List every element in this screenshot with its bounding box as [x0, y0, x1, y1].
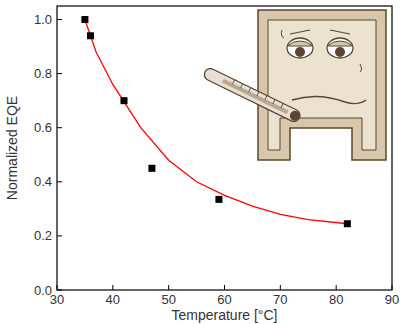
thermometer-scale	[281, 103, 283, 107]
x-tick-label: 40	[106, 292, 120, 307]
cartoon-pupil	[335, 47, 345, 57]
thermometer-bulb	[288, 109, 301, 122]
marks	[81, 16, 350, 227]
chart-svg: 304050607080900.00.20.40.60.81.0Temperat…	[0, 0, 417, 324]
cartoon-lid	[287, 41, 313, 46]
thermometer-scale	[240, 84, 242, 88]
thermometer-column	[222, 79, 288, 114]
cartoon-thermometer	[202, 67, 302, 124]
x-tick-label: 90	[385, 292, 399, 307]
cartoon-pupil	[295, 47, 305, 57]
y-tick	[57, 19, 62, 20]
y-tick	[57, 181, 62, 182]
x-tick	[57, 285, 58, 290]
data-point	[121, 97, 128, 104]
chart-container: 304050607080900.00.20.40.60.81.0Temperat…	[0, 0, 417, 324]
thermometer-scale	[273, 99, 275, 103]
x-tick	[168, 285, 169, 290]
data-point	[87, 32, 94, 39]
data-point	[215, 196, 222, 203]
data-point	[148, 165, 155, 172]
cartoon-eye	[287, 38, 313, 58]
cartoon-sweat	[281, 30, 361, 72]
cartoon-brow	[290, 30, 350, 34]
y-tick-label: 0.8	[34, 66, 52, 81]
x-tick-label: 50	[161, 292, 175, 307]
cartoon-face	[268, 20, 376, 150]
x-tick-label: 70	[273, 292, 287, 307]
y-tick-label: 1.0	[34, 12, 52, 27]
plot-frame	[57, 6, 392, 290]
thermometer-tube	[202, 67, 302, 124]
data-point	[81, 16, 88, 23]
x-tick	[280, 285, 281, 290]
y-tick-label: 0.0	[34, 283, 52, 298]
y-tick-label: 0.6	[34, 120, 52, 135]
thermometer-scale	[265, 96, 267, 100]
x-axis-title: Temperature [°C]	[172, 307, 278, 323]
x-tick	[336, 285, 337, 290]
thermometer-scale	[232, 80, 234, 84]
data-point	[344, 220, 351, 227]
cartoon-eye	[327, 38, 353, 58]
y-tick-label: 0.4	[34, 174, 52, 189]
x-tick	[392, 285, 393, 290]
y-tick	[57, 290, 62, 291]
thermometer-scale	[257, 92, 259, 96]
x-tick	[224, 285, 225, 290]
thermometer-scale	[249, 88, 251, 92]
cartoon	[202, 10, 386, 160]
y-tick	[57, 127, 62, 128]
cartoon-body	[258, 10, 386, 160]
x-tick-label: 80	[329, 292, 343, 307]
x-tick-label: 60	[217, 292, 231, 307]
y-tick	[57, 73, 62, 74]
cartoon-lid	[327, 41, 353, 46]
y-tick	[57, 235, 62, 236]
cartoon-mouth	[292, 96, 366, 103]
y-axis-title: Normalized EQE	[4, 96, 20, 200]
x-tick	[112, 285, 113, 290]
y-tick-label: 0.2	[34, 228, 52, 243]
fit-line	[85, 20, 347, 224]
